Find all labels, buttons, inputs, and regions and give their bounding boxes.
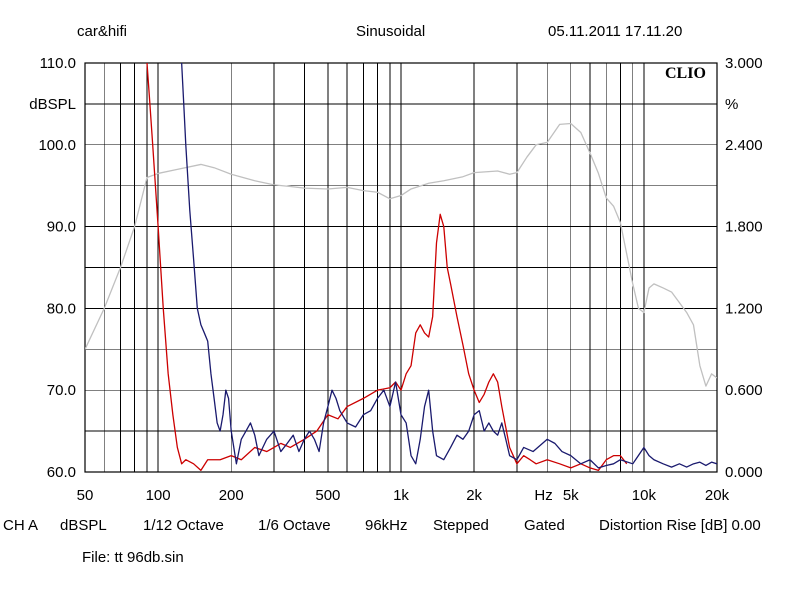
x-tick-label: 20k bbox=[705, 487, 730, 504]
y-tick-label-right: 3.000 bbox=[725, 55, 763, 72]
x-tick-label: 50 bbox=[77, 487, 94, 504]
x-tick-label: 100 bbox=[146, 487, 171, 504]
x-tick-label: 500 bbox=[315, 487, 340, 504]
footer-setting: Stepped bbox=[433, 517, 489, 534]
footer-setting: 96kHz bbox=[365, 517, 408, 534]
y-tick-label-right: 0.000 bbox=[725, 464, 763, 481]
x-tick-label: 5k bbox=[563, 487, 579, 504]
y-tick-label-left: 90.0 bbox=[47, 219, 76, 236]
y-tick-label-left: 70.0 bbox=[47, 382, 76, 399]
header-mode: Sinusoidal bbox=[356, 23, 426, 40]
y-tick-label-right: 1.200 bbox=[725, 300, 763, 317]
y-tick-label-left: 60.0 bbox=[47, 464, 76, 481]
y-axis-label-right: % bbox=[725, 96, 738, 113]
x-tick-label: 200 bbox=[219, 487, 244, 504]
clio-logo: CLIO bbox=[665, 65, 706, 82]
header-timestamp: 05.11.2011 17.11.20 bbox=[548, 23, 683, 40]
footer-setting: 1/6 Octave bbox=[258, 517, 331, 534]
footer-setting: CH A bbox=[3, 517, 39, 534]
x-tick-label: 2k bbox=[466, 487, 482, 504]
grid bbox=[85, 63, 717, 472]
header-brand: car&hifi bbox=[77, 23, 128, 40]
y-tick-label-left: 80.0 bbox=[47, 300, 76, 317]
file-name: File: tt 96db.sin bbox=[82, 549, 184, 566]
y-tick-label-right: 2.400 bbox=[725, 137, 763, 154]
series-line bbox=[85, 122, 717, 387]
series-line bbox=[181, 63, 717, 469]
y-tick-label-left: 100.0 bbox=[38, 137, 76, 154]
axis-labels: 110.0 100.0 90.0 80.0 70.0 60.0 3.000 2.400 1.80… bbox=[29, 55, 762, 504]
y-tick-label-right: 1.800 bbox=[725, 219, 763, 236]
footer-setting: 1/12 Octave bbox=[143, 517, 224, 534]
x-tick-label: 1k bbox=[393, 487, 409, 504]
x-tick-label: 10k bbox=[632, 487, 657, 504]
x-unit-label: Hz bbox=[534, 487, 552, 504]
series-line bbox=[146, 63, 628, 472]
y-tick-label-left: 110.0 bbox=[40, 55, 76, 72]
series-group bbox=[85, 63, 717, 472]
footer-setting: Distortion Rise [dB] 0.00 bbox=[599, 517, 761, 534]
footer-setting: dBSPL bbox=[60, 517, 107, 534]
footer-setting: Gated bbox=[524, 517, 565, 534]
y-tick-label-right: 0.600 bbox=[725, 382, 763, 399]
y-axis-label-left: dBSPL bbox=[29, 96, 76, 113]
